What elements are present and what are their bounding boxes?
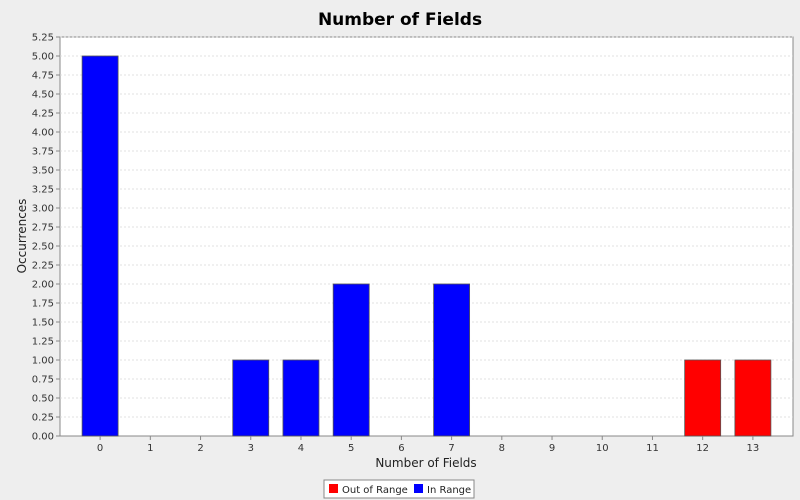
x-tick-label: 4 [298, 443, 304, 454]
legend-label-out-of-range: Out of Range [342, 485, 408, 496]
y-tick-label: 1.75 [32, 299, 54, 310]
bars [81, 55, 772, 437]
y-tick-label: 3.75 [32, 147, 54, 158]
y-tick-label: 1.00 [32, 356, 54, 367]
y-tick-label: 4.50 [32, 90, 54, 101]
y-tick-label: 5.00 [32, 52, 54, 63]
bar-in-range [282, 359, 320, 437]
x-tick-label: 0 [97, 443, 103, 454]
x-tick-label: 6 [398, 443, 404, 454]
y-tick-label: 4.25 [32, 109, 54, 120]
x-tick-label: 8 [499, 443, 505, 454]
x-axis-ticks: 0 1 2 3 4 5 6 7 8 9 10 11 12 13 [97, 436, 759, 454]
y-tick-label: 3.50 [32, 166, 54, 177]
bar-in-range [433, 283, 471, 437]
y-tick-label: 4.75 [32, 71, 54, 82]
y-tick-label: 3.00 [32, 204, 54, 215]
bar-out-of-range [734, 359, 772, 437]
y-tick-label: 1.50 [32, 318, 54, 329]
x-tick-label: 11 [646, 443, 659, 454]
y-tick-label: 2.75 [32, 223, 54, 234]
bar-in-range [232, 359, 270, 437]
bar-in-range [332, 283, 370, 437]
y-tick-label: 0.00 [32, 432, 54, 443]
y-tick-label: 0.25 [32, 413, 54, 424]
y-tick-label: 0.75 [32, 375, 54, 386]
y-tick-label: 3.25 [32, 185, 54, 196]
y-tick-label: 4.00 [32, 128, 54, 139]
y-tick-label: 0.50 [32, 394, 54, 405]
x-tick-label: 5 [348, 443, 354, 454]
legend-box [323, 479, 475, 499]
plot-area [59, 36, 794, 437]
x-tick-label: 10 [596, 443, 609, 454]
legend-label-in-range: In Range [427, 485, 471, 496]
x-tick-label: 7 [448, 443, 454, 454]
x-axis-label: Number of Fields [375, 456, 476, 470]
legend-swatch-out-of-range [329, 484, 338, 493]
x-tick-label: 2 [197, 443, 203, 454]
y-tick-label: 2.50 [32, 242, 54, 253]
chart-title: Number of Fields [318, 10, 482, 30]
y-tick-label: 2.25 [32, 261, 54, 272]
x-tick-label: 1 [147, 443, 153, 454]
x-tick-label: 13 [747, 443, 760, 454]
y-axis-label: Occurrences [15, 199, 29, 274]
bar-out-of-range [684, 359, 722, 437]
x-tick-label: 3 [248, 443, 254, 454]
y-tick-label: 5.25 [32, 33, 54, 44]
bar-in-range [81, 55, 119, 437]
x-tick-label: 9 [549, 443, 555, 454]
y-tick-label: 2.00 [32, 280, 54, 291]
legend: Out of Range In Range [323, 479, 475, 499]
y-tick-label: 1.25 [32, 337, 54, 348]
legend-swatch-in-range [414, 484, 423, 493]
x-tick-label: 12 [696, 443, 709, 454]
y-axis-ticks: 0.00 0.25 0.50 0.75 1.00 1.25 1.50 1.75 2.00 2.25… [32, 33, 60, 443]
